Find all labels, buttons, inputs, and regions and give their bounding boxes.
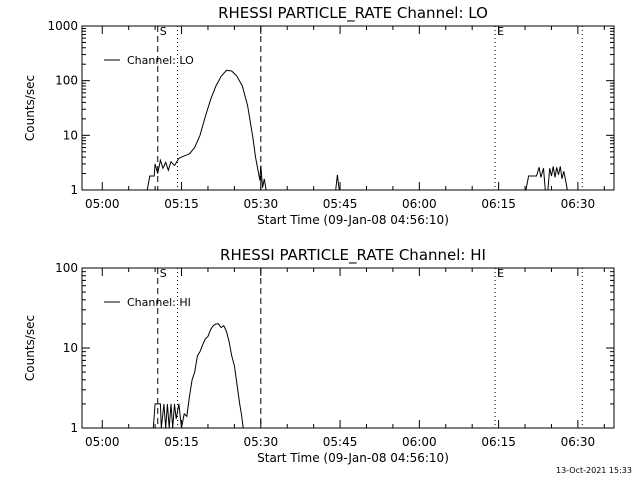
series-line (146, 69, 267, 191)
y-tick-label: 100 (55, 74, 78, 88)
time-marker-label: S (160, 267, 167, 280)
y-tick-label: 100 (55, 261, 78, 275)
x-tick-label: 05:00 (85, 197, 120, 211)
x-tick-label: 05:00 (85, 435, 120, 449)
series-line (152, 323, 244, 429)
series-line (335, 174, 340, 191)
chart-1: RHESSI PARTICLE_RATE Channel: LO 05:00 05:… (23, 4, 615, 227)
x-tick-label: 06:30 (561, 197, 596, 211)
x-tick-label: 06:00 (402, 435, 437, 449)
chart-title: RHESSI PARTICLE_RATE Channel: LO (218, 4, 488, 23)
y-axis-label: Counts/sec (23, 315, 37, 381)
y-axis-label: Counts/sec (23, 75, 37, 141)
y-tick-label: 10 (63, 341, 78, 355)
y-tick-label: 1 (70, 421, 78, 435)
plot-frame (81, 25, 615, 191)
footer-date: 13-Oct-2021 15:33 (556, 466, 632, 475)
x-tick-label: 05:45 (323, 197, 358, 211)
y-tick-label: 1000 (47, 19, 78, 33)
x-tick-label: 06:00 (402, 197, 437, 211)
x-tick-label: 05:45 (323, 435, 358, 449)
time-marker-label: S (160, 25, 167, 38)
x-tick-label: 05:15 (164, 435, 199, 449)
x-axis-label: Start Time (09-Jan-08 04:56:10) (257, 213, 449, 227)
x-tick-label: 06:30 (561, 435, 596, 449)
series-line (525, 166, 568, 191)
chart-title: RHESSI PARTICLE_RATE Channel: HI (220, 246, 486, 265)
x-tick-label: 05:15 (164, 197, 199, 211)
time-marker-label: E (497, 25, 504, 38)
plot-frame (81, 267, 615, 429)
time-marker-label: E (497, 267, 504, 280)
x-tick-label: 05:30 (244, 197, 279, 211)
x-tick-label: 06:15 (481, 435, 516, 449)
chart-2: RHESSI PARTICLE_RATE Channel: HI 05:00 05:… (23, 246, 615, 465)
x-axis-label: Start Time (09-Jan-08 04:56:10) (257, 451, 449, 465)
x-tick-label: 06:15 (481, 197, 516, 211)
legend-label: Channel: LO (127, 54, 194, 67)
x-tick-label: 05:30 (244, 435, 279, 449)
legend-label: Channel: HI (127, 296, 191, 309)
y-tick-label: 10 (63, 128, 78, 142)
y-tick-label: 1 (70, 183, 78, 197)
